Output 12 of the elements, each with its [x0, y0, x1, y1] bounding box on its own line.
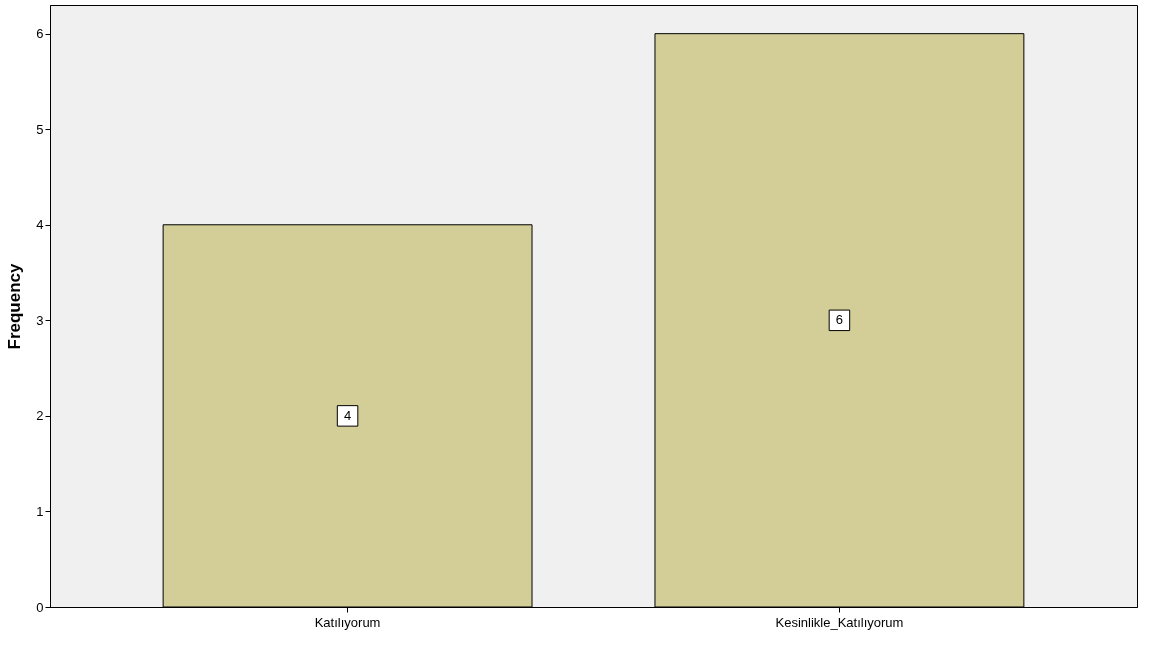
data-label: 4 — [343, 407, 352, 423]
y-axis-title: Frequency — [5, 262, 25, 350]
y-tick-label: 6 — [36, 26, 44, 42]
x-tick-label: Katılıyorum — [314, 614, 381, 630]
y-tick-label: 3 — [36, 312, 44, 328]
y-tick-label: 4 — [36, 217, 44, 233]
data-label: 6 — [835, 312, 844, 328]
y-tick-label: 1 — [36, 503, 44, 519]
y-tick-label: 0 — [36, 599, 44, 615]
x-tick-label: Kesinlikle_Katılıyorum — [775, 614, 904, 630]
y-tick-label: 2 — [36, 408, 44, 424]
y-tick-label: 5 — [36, 121, 44, 137]
